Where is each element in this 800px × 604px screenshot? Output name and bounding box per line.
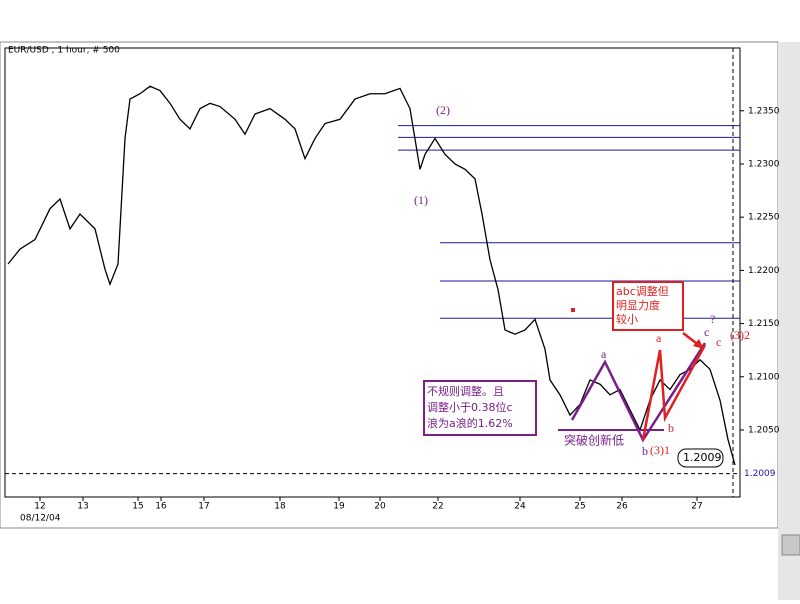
y-tick-label: 1.2150: [748, 319, 780, 329]
arrow-head: [693, 339, 704, 349]
y-tick-label: 1.2250: [748, 213, 780, 223]
annotation: c: [704, 325, 709, 339]
x-tick-label: 19: [333, 502, 345, 512]
y-tick-label: 1.2100: [748, 372, 780, 382]
annotation: a: [601, 347, 607, 361]
scrollbar: [778, 42, 800, 600]
annotation: abc调整但: [616, 284, 669, 298]
wave-line: [641, 344, 707, 441]
x-tick-label: 26: [616, 502, 628, 512]
x-tick-label: 12: [34, 502, 45, 512]
price-callout: [677, 448, 724, 468]
annotation: a: [656, 331, 662, 345]
annotation: 突破创新低: [564, 433, 624, 448]
annotation: c: [716, 335, 721, 349]
annotation: ?: [710, 312, 715, 326]
x-tick-label: 27: [691, 502, 702, 512]
note-box: [612, 281, 684, 331]
x-tick-label: 18: [274, 502, 286, 512]
scroll-button[interactable]: [781, 534, 800, 556]
annotation: 浪为a浪的1.62%: [427, 416, 513, 430]
y-tick-label: 1.2350: [748, 106, 780, 116]
annotation: (1): [414, 193, 428, 207]
annotation: 明显力度: [616, 298, 660, 312]
last-price-label: 1.2009: [744, 469, 776, 479]
x-tick-label: 22: [432, 502, 443, 512]
annotation: (3)2: [730, 328, 750, 342]
annotation: b: [668, 421, 674, 435]
annotation: 较小: [616, 312, 638, 326]
annotation: 调整小于0.38位c: [427, 400, 513, 414]
note-box: [423, 380, 537, 436]
annotation: (3)1: [650, 443, 670, 457]
x-tick-label: 24: [514, 502, 526, 512]
x-tick-label: 15: [132, 502, 143, 512]
x-tick-label: 17: [198, 502, 209, 512]
chart-title: EUR/USD , 1 hour, # 500: [8, 46, 120, 56]
annotation: 1.2009: [683, 451, 722, 464]
annotation: b: [642, 444, 648, 458]
plot-frame: [4, 47, 741, 498]
marker: [571, 308, 575, 312]
x-tick-label: 20: [374, 502, 386, 512]
y-tick-label: 1.2300: [748, 159, 780, 169]
y-tick-label: 1.2050: [748, 425, 780, 435]
annotation: 不规则调整。且: [427, 384, 504, 398]
price-line: [7, 85, 736, 466]
x-tick-label: 25: [574, 502, 585, 512]
wave-line: [570, 342, 707, 443]
date-label: 08/12/04: [20, 514, 61, 524]
y-tick-label: 1.2200: [748, 266, 780, 276]
x-tick-label: 16: [155, 502, 167, 512]
annotation: (2): [436, 103, 450, 117]
x-tick-label: 13: [77, 502, 88, 512]
